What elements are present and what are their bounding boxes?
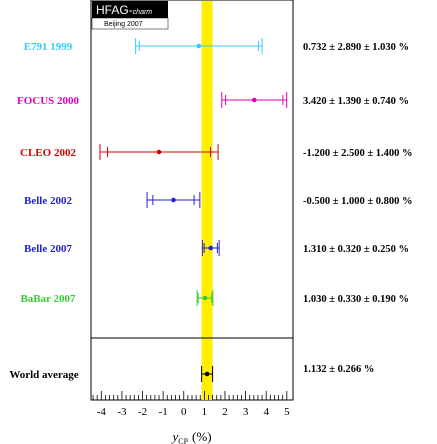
world-average-bar [201, 366, 214, 382]
world-average-band [201, 1, 213, 400]
experiment-label-4: Belle 2007 [24, 243, 72, 255]
data-point [251, 97, 257, 103]
x-tick-label: 3 [243, 406, 249, 418]
x-tick-label: 1 [202, 406, 208, 418]
x-tick-label: 4 [263, 406, 269, 418]
data-point [171, 197, 176, 203]
data-point [202, 295, 208, 301]
data-point [208, 245, 214, 251]
value-label-0: 0.732 ± 2.890 ± 1.030 % [303, 42, 409, 53]
measurement-bar-3 [146, 192, 201, 208]
value-label-4: 1.310 ± 0.320 ± 0.250 % [303, 244, 409, 255]
x-tick-label: -2 [138, 406, 147, 418]
value-label-1: 3.420 ± 1.390 ± 0.740 % [303, 96, 409, 107]
value-label-3: -0.500 ± 1.000 ± 0.800 % [303, 196, 413, 207]
svg-text:Beijing 2007: Beijing 2007 [104, 21, 143, 28]
experiment-label-1: FOCUS 2000 [17, 95, 80, 107]
x-tick-label: 0 [181, 406, 187, 418]
experiment-label-3: Belle 2002 [24, 195, 72, 207]
x-tick-label: -1 [159, 406, 168, 418]
experiment-label-2: CLEO 2002 [20, 147, 76, 159]
world-average-value: 1.132 ± 0.266 % [303, 364, 374, 375]
x-tick-label: 2 [222, 406, 228, 418]
measurement-bar-1 [221, 92, 288, 108]
x-tick-label: -4 [97, 406, 107, 418]
measurement-bar-4 [201, 240, 220, 256]
value-label-2: -1.200 ± 2.500 ± 1.400 % [303, 148, 413, 159]
measurement-bar-5 [196, 290, 214, 306]
hfag-logo: HFAG-charm Beijing 2007 [91, 1, 169, 30]
world-average-label: World average [9, 369, 78, 381]
measurement-bar-0 [135, 38, 263, 54]
data-point [196, 43, 202, 49]
x-tick-label: 5 [284, 406, 290, 418]
x-axis-title: yCP (%) [170, 429, 211, 444]
data-point [204, 371, 210, 377]
x-tick-label: -3 [117, 406, 127, 418]
experiment-label-0: E791 1999 [24, 41, 73, 53]
measurement-bar-2 [99, 144, 219, 160]
experiment-label-5: BaBar 2007 [20, 293, 76, 305]
value-label-5: 1.030 ± 0.330 ± 0.190 % [303, 294, 409, 305]
svg-text:HFAG-charm: HFAG-charm [96, 3, 152, 17]
data-point [156, 149, 162, 155]
